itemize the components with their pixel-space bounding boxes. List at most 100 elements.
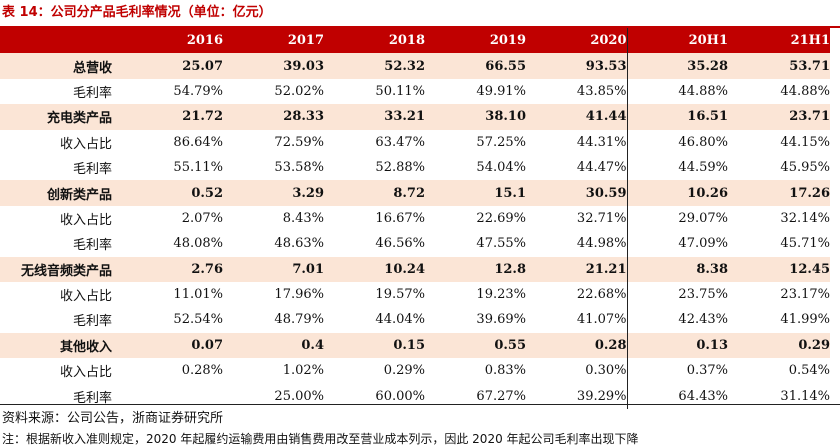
value-cell: 10.26 xyxy=(627,180,728,206)
row-label: 其他收入 xyxy=(0,332,122,359)
value-cell: 12.45 xyxy=(728,256,830,282)
row-label: 毛利率 xyxy=(72,314,112,330)
value-cell: 22.68% xyxy=(526,281,628,308)
value-cell: 1.02% xyxy=(282,363,324,379)
value-cell: 0.52 xyxy=(122,180,223,206)
value-cell: 15.1 xyxy=(425,180,526,206)
value-cell: 3.29 xyxy=(223,180,324,206)
value-cell: 0.83% xyxy=(484,363,526,379)
value-cell: 22.69% xyxy=(476,210,526,226)
value-cell: 0.28% xyxy=(181,363,223,379)
value-cell: 0.15 xyxy=(324,332,425,359)
metric-row: 收入占比 0.28% 1.02% 0.29% 0.83% 0.30% 0.37% 0.54% xyxy=(0,358,830,384)
value-cell: 0.4 xyxy=(223,332,324,359)
value-cell: 0.37% xyxy=(686,363,728,379)
header-year-2017: 2017 xyxy=(223,28,324,54)
value-cell: 21.21 xyxy=(526,256,628,282)
value-cell: 48.63% xyxy=(274,236,324,252)
value-cell: 16.67% xyxy=(375,210,425,226)
value-cell: 52.88% xyxy=(375,160,425,176)
value-cell: 48.08% xyxy=(173,236,223,252)
header-year-2019: 2019 xyxy=(425,28,526,54)
category-row: 充电类产品 21.72 28.33 33.21 38.10 41.44 16.51 23.71 xyxy=(0,104,830,130)
category-row: 创新类产品 0.52 3.29 8.72 15.1 30.59 10.26 17.26 xyxy=(0,180,830,206)
value-cell: 57.25% xyxy=(476,134,526,150)
value-cell: 53.71 xyxy=(728,53,830,79)
value-cell: 0.55 xyxy=(425,332,526,359)
value-cell: 41.44 xyxy=(526,104,628,130)
value-cell: 21.72 xyxy=(122,104,223,130)
value-cell: 52.32 xyxy=(324,53,425,79)
header-year-2016: 2016 xyxy=(122,28,223,54)
header-year-2018: 2018 xyxy=(324,28,425,54)
value-cell: 52.02% xyxy=(274,83,324,99)
value-cell: 54.04% xyxy=(476,160,526,176)
footnote: 注：根据新收入准则规定，2020 年起履约运输费用由销售费用改至营业成本列示，因… xyxy=(2,432,639,446)
value-cell: 0.54% xyxy=(788,363,830,379)
value-cell: 17.96% xyxy=(274,287,324,303)
metric-row: 收入占比 11.01% 17.96% 19.57% 19.23% 22.68% 23.75%… xyxy=(0,281,830,308)
value-cell xyxy=(122,383,223,408)
value-cell: 23.75% xyxy=(678,287,728,303)
category-row: 总营收 25.07 39.03 52.32 66.55 93.53 35.28 53.71 xyxy=(0,53,830,79)
value-cell: 38.10 xyxy=(425,104,526,130)
metric-row: 毛利率 52.54% 48.79% 44.04% 39.69% 41.07% 42.43% 4… xyxy=(0,307,830,333)
row-label: 收入占比 xyxy=(59,136,112,152)
value-cell: 0.28 xyxy=(526,332,628,359)
row-label: 无线音频类产品 xyxy=(0,256,122,282)
value-cell: 44.88% xyxy=(780,83,830,99)
value-cell: 39.29% xyxy=(526,383,628,409)
table-header-row: 2016 2017 2018 2019 2020 20H1 21H1 xyxy=(0,28,830,54)
value-cell: 63.47% xyxy=(375,134,425,150)
value-cell: 67.27% xyxy=(476,388,526,404)
value-cell: 52.54% xyxy=(173,312,223,328)
category-row: 无线音频类产品 2.76 7.01 10.24 12.8 21.21 8.38 12.45 xyxy=(0,256,830,282)
value-cell: 19.23% xyxy=(476,287,526,303)
value-cell: 44.98% xyxy=(526,231,628,257)
value-cell: 12.8 xyxy=(425,256,526,282)
value-cell: 35.28 xyxy=(627,53,728,79)
metric-row: 收入占比 2.07% 8.43% 16.67% 22.69% 32.71% 29.07% 32… xyxy=(0,205,830,232)
value-cell: 17.26 xyxy=(728,180,830,206)
value-cell: 8.43% xyxy=(282,210,324,226)
value-cell: 64.43% xyxy=(678,388,728,404)
header-label-cell xyxy=(0,28,122,54)
row-label: 收入占比 xyxy=(59,212,112,228)
header-20h1: 20H1 xyxy=(627,28,728,54)
value-cell: 0.29% xyxy=(383,363,425,379)
value-cell: 72.59% xyxy=(274,134,324,150)
value-cell: 11.01% xyxy=(173,287,223,303)
value-cell: 23.17% xyxy=(780,287,830,303)
header-year-2020: 2020 xyxy=(526,28,628,54)
value-cell: 41.07% xyxy=(526,307,628,333)
table-body: 总营收 25.07 39.03 52.32 66.55 93.53 35.28 53.71 毛利… xyxy=(0,53,830,409)
value-cell: 44.31% xyxy=(526,129,628,155)
value-cell: 44.15% xyxy=(780,134,830,150)
value-cell: 25.07 xyxy=(122,53,223,79)
value-cell: 45.71% xyxy=(780,236,830,252)
row-label: 总营收 xyxy=(0,53,122,79)
value-cell: 47.09% xyxy=(678,236,728,252)
row-label: 收入占比 xyxy=(59,365,112,381)
value-cell: 93.53 xyxy=(526,53,628,79)
row-label: 毛利率 xyxy=(72,85,112,101)
metric-row: 收入占比 86.64% 72.59% 63.47% 57.25% 44.31% 46.80%… xyxy=(0,129,830,155)
row-label: 毛利率 xyxy=(72,238,112,254)
value-cell: 41.99% xyxy=(780,312,830,328)
row-label: 充电类产品 xyxy=(0,104,122,130)
row-label: 毛利率 xyxy=(72,390,112,406)
value-cell: 55.11% xyxy=(173,160,223,176)
value-cell: 19.57% xyxy=(375,287,425,303)
category-row: 其他收入 0.07 0.4 0.15 0.55 0.28 0.13 0.29 xyxy=(0,332,830,359)
value-cell: 2.76 xyxy=(122,256,223,282)
value-cell: 46.80% xyxy=(678,134,728,150)
metric-row: 毛利率 54.79% 52.02% 50.11% 49.91% 43.85% 44.88% 4… xyxy=(0,78,830,105)
source-note: 资料来源：公司公告，浙商证券研究所 xyxy=(2,411,224,426)
value-cell: 0.13 xyxy=(627,332,728,359)
value-cell: 16.51 xyxy=(627,104,728,130)
metric-row: 毛利率 48.08% 48.63% 46.56% 47.55% 44.98% 47.09% 4… xyxy=(0,231,830,257)
header-21h1: 21H1 xyxy=(728,28,830,54)
footer-divider xyxy=(0,404,840,405)
value-cell: 53.58% xyxy=(274,160,324,176)
value-cell: 0.30% xyxy=(526,358,628,384)
